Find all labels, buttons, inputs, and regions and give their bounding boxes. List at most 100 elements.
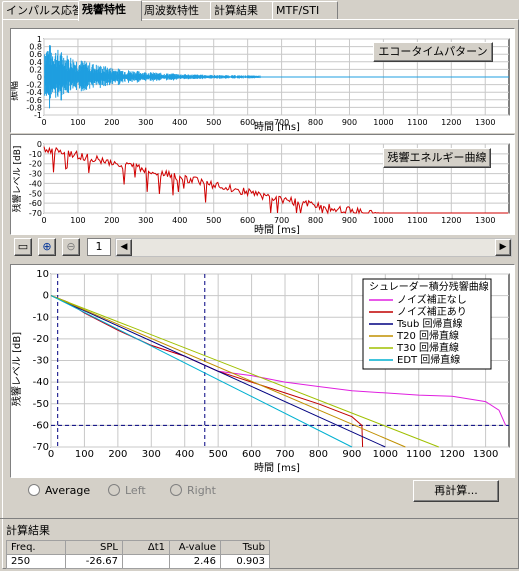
zoom-out-icon[interactable]: ⊖ bbox=[62, 238, 80, 256]
x-tick-label: 600 bbox=[240, 118, 255, 127]
echo-panel: 振幅 1 0.8 0.6 0.4 0.2 0 -0.2 -0.4 -0.6 -0.8 -1 0 100 2… bbox=[7, 28, 515, 133]
x-tick-label: 400 bbox=[175, 449, 194, 460]
echo-ylabel: 振幅 bbox=[11, 81, 20, 101]
right-radio[interactable]: Right bbox=[170, 484, 216, 498]
x-tick-label: 0 bbox=[48, 449, 54, 460]
col-tsub: Tsub bbox=[220, 540, 270, 555]
left-label: Left bbox=[125, 484, 146, 497]
x-tick-label: 700 bbox=[274, 118, 289, 127]
col-a-value: A-value bbox=[169, 540, 221, 555]
x-tick-label: 1000 bbox=[373, 216, 393, 225]
x-tick-label: 600 bbox=[242, 449, 261, 460]
energy-ylabel: 残響レベル [dB] bbox=[11, 146, 23, 213]
series-line-2 bbox=[50, 295, 386, 448]
tab-frequency[interactable]: 周波数特性 bbox=[140, 1, 214, 20]
echo-chart: 振幅 10.80.60.40.20-0.2-0.4-0.6-0.8-10 100 2… bbox=[7, 35, 510, 133]
y-tick-label: -0.8 bbox=[26, 103, 42, 112]
x-tick-label: 400 bbox=[172, 216, 187, 225]
y-tick-label: -0.2 bbox=[26, 81, 42, 90]
x-tick-label: 800 bbox=[308, 118, 323, 127]
echo-pattern-button[interactable]: エコータイムパターン bbox=[373, 42, 493, 62]
legend-entry: Tsub 回帰直線 bbox=[396, 317, 463, 330]
tab-mtf-sti[interactable]: MTF/STI bbox=[272, 1, 338, 20]
x-tick-label: 1200 bbox=[441, 118, 461, 127]
y-tick-label: -50 bbox=[29, 189, 42, 198]
recalculate-button[interactable]: 再計算... bbox=[413, 480, 499, 502]
y-tick-label: -30 bbox=[29, 170, 42, 179]
y-tick-label: -10 bbox=[29, 150, 42, 159]
x-tick-label: 500 bbox=[209, 449, 228, 460]
legend-entry: T30 回帰直線 bbox=[396, 341, 459, 354]
schroeder-xlabel: 時間 [ms] bbox=[254, 462, 300, 474]
legend-title: シュレーダー積分残響曲線 bbox=[369, 280, 489, 293]
y-tick-label: 0 bbox=[43, 291, 49, 302]
x-tick-label: 1100 bbox=[406, 449, 431, 460]
cell-a-value: 2.46 bbox=[169, 554, 221, 569]
x-tick-label: 200 bbox=[104, 118, 119, 127]
x-tick-label: 1100 bbox=[407, 216, 427, 225]
horizontal-scrollbar[interactable]: ◀ ▶ bbox=[115, 238, 512, 257]
x-tick-label: 800 bbox=[309, 449, 328, 460]
x-tick-label: 200 bbox=[104, 216, 119, 225]
x-tick-label: 100 bbox=[75, 449, 94, 460]
radio-dot bbox=[28, 484, 40, 496]
tab-impulse[interactable]: インパルス応答 bbox=[2, 1, 83, 20]
x-tick-label: 500 bbox=[206, 216, 221, 225]
y-tick-label: 0.2 bbox=[29, 65, 42, 74]
x-tick-label: 1300 bbox=[475, 118, 495, 127]
x-tick-label: 0 bbox=[41, 216, 46, 225]
x-tick-label: 700 bbox=[275, 449, 294, 460]
legend-entry: ノイズ補正あり bbox=[397, 305, 467, 318]
x-tick-label: 1000 bbox=[373, 118, 393, 127]
y-tick-label: 1 bbox=[37, 35, 42, 44]
y-tick-label: 0.4 bbox=[29, 58, 42, 67]
tab-reverb[interactable]: 残響特性 bbox=[78, 0, 142, 21]
y-tick-label: -0.4 bbox=[26, 88, 42, 97]
y-tick-label: -40 bbox=[29, 179, 42, 188]
energy-xlabel: 時間 [ms] bbox=[254, 224, 300, 234]
x-tick-label: 700 bbox=[274, 216, 289, 225]
energy-panel: 残響レベル [dB] 0 -10 -20 -30 -40 -50 -60 -70 0 100 200… bbox=[10, 134, 515, 236]
average-radio[interactable]: Average bbox=[28, 484, 90, 498]
cell-dt1 bbox=[122, 554, 170, 569]
scroll-right-icon[interactable]: ▶ bbox=[495, 239, 511, 256]
x-tick-label: 300 bbox=[138, 118, 153, 127]
x-tick-label: 200 bbox=[108, 449, 127, 460]
x-tick-label: 900 bbox=[342, 118, 357, 127]
x-tick-label: 500 bbox=[206, 118, 221, 127]
x-tick-label: 0 bbox=[41, 118, 46, 127]
y-tick-label: 0 bbox=[37, 140, 42, 149]
x-tick-label: 100 bbox=[70, 118, 85, 127]
tab-bar: インパルス応答 残響特性 周波数特性 計算結果 MTF/STI bbox=[0, 0, 519, 21]
y-tick-label: 0.8 bbox=[29, 43, 42, 52]
series-line-3 bbox=[50, 295, 406, 448]
y-tick-label: -50 bbox=[33, 399, 49, 410]
tab-results[interactable]: 計算結果 bbox=[210, 1, 276, 20]
scroll-left-icon[interactable]: ◀ bbox=[116, 239, 132, 256]
x-tick-label: 1100 bbox=[407, 118, 427, 127]
results-title: 計算結果 bbox=[6, 524, 50, 537]
x-tick-label: 100 bbox=[70, 216, 85, 225]
table-row[interactable]: 250 -26.67 2.46 0.903 bbox=[6, 554, 270, 569]
average-label: Average bbox=[45, 484, 91, 497]
x-tick-label: 1000 bbox=[373, 449, 398, 460]
y-tick-label: -30 bbox=[33, 356, 49, 367]
right-label: Right bbox=[187, 484, 216, 497]
legend-entry: T20 回帰直線 bbox=[396, 329, 459, 342]
y-tick-label: -0.6 bbox=[26, 96, 42, 105]
results-table: Freq. SPL Δt1 A-value Tsub 250 -26.67 2.… bbox=[6, 540, 270, 569]
x-tick-label: 300 bbox=[138, 216, 153, 225]
y-tick-label: -20 bbox=[33, 334, 49, 345]
fit-view-icon[interactable]: ▭ bbox=[14, 238, 32, 256]
x-tick-label: 900 bbox=[342, 216, 357, 225]
y-tick-label: -60 bbox=[29, 199, 42, 208]
zoom-in-icon[interactable]: ⊕ bbox=[38, 238, 56, 256]
x-tick-label: 1200 bbox=[439, 449, 464, 460]
series-line-4 bbox=[50, 295, 439, 448]
energy-curve-button[interactable]: 残響エネルギー曲線 bbox=[383, 148, 491, 168]
legend-entry: ノイズ補正なし bbox=[397, 293, 467, 306]
page-number[interactable]: 1 bbox=[87, 238, 111, 256]
radio-dot bbox=[108, 484, 120, 496]
left-radio[interactable]: Left bbox=[108, 484, 146, 498]
col-spl: SPL bbox=[65, 540, 123, 555]
